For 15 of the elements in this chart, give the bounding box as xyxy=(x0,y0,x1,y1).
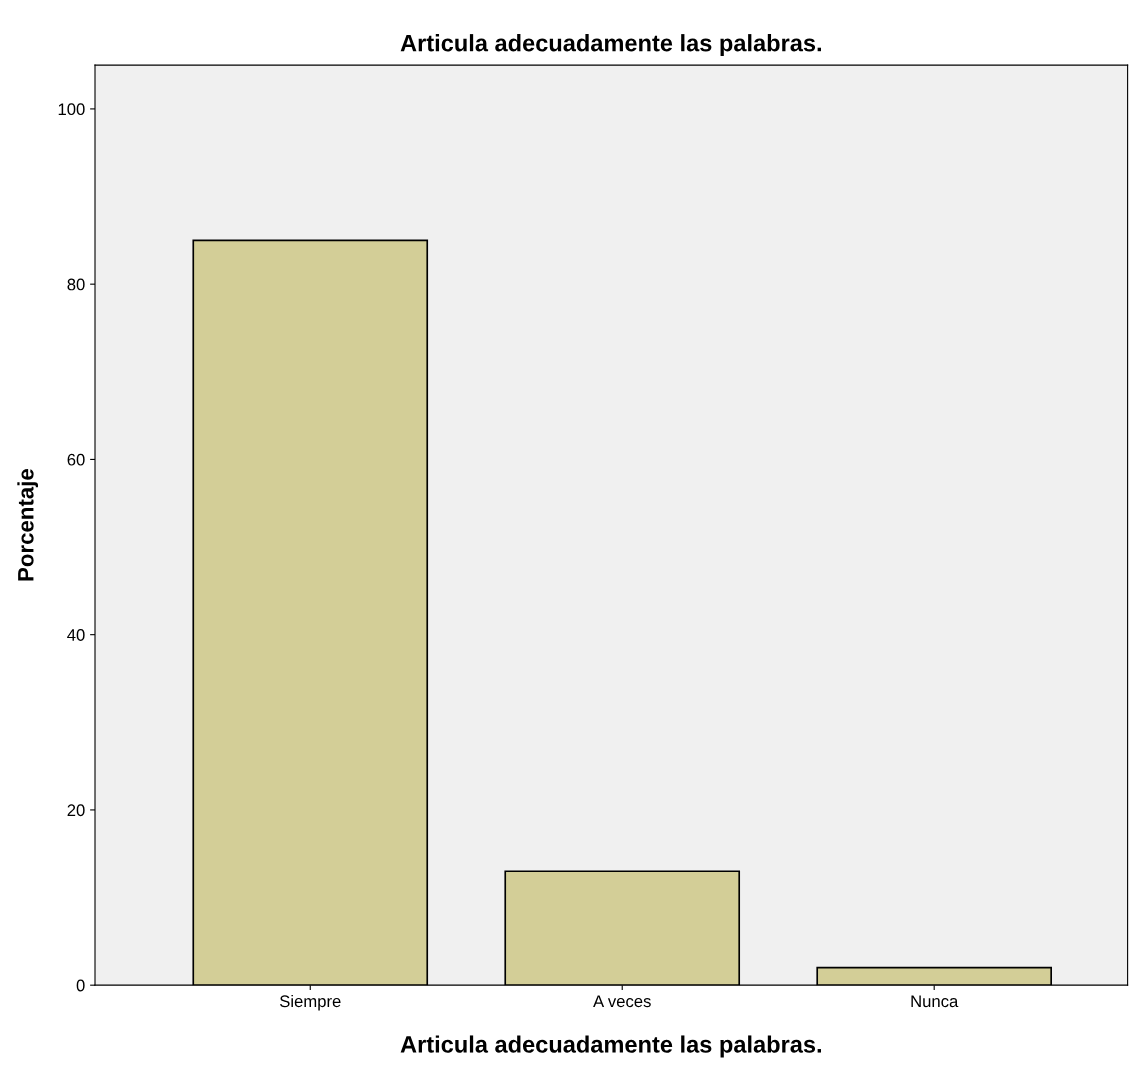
y-tick-label: 80 xyxy=(67,278,85,291)
bar xyxy=(192,239,429,986)
x-tick-label: Nunca xyxy=(911,995,959,1008)
y-tick-label: 100 xyxy=(58,103,85,116)
y-tick-label: 20 xyxy=(67,804,85,817)
y-tick-label: 0 xyxy=(76,979,85,992)
y-tick-label: 40 xyxy=(67,629,85,641)
y-axis-title: Porcentaje xyxy=(17,469,39,581)
x-tick-label: Siempre xyxy=(279,994,341,1011)
chart-title: Articula adecuadamente las palabras. xyxy=(400,34,821,57)
y-tick-label: 60 xyxy=(67,453,85,466)
x-axis-title: Articula adecuadamente las palabras. xyxy=(400,1035,821,1058)
x-tick-label: A veces xyxy=(593,995,651,1008)
bar xyxy=(504,870,741,986)
bar xyxy=(816,966,1053,986)
